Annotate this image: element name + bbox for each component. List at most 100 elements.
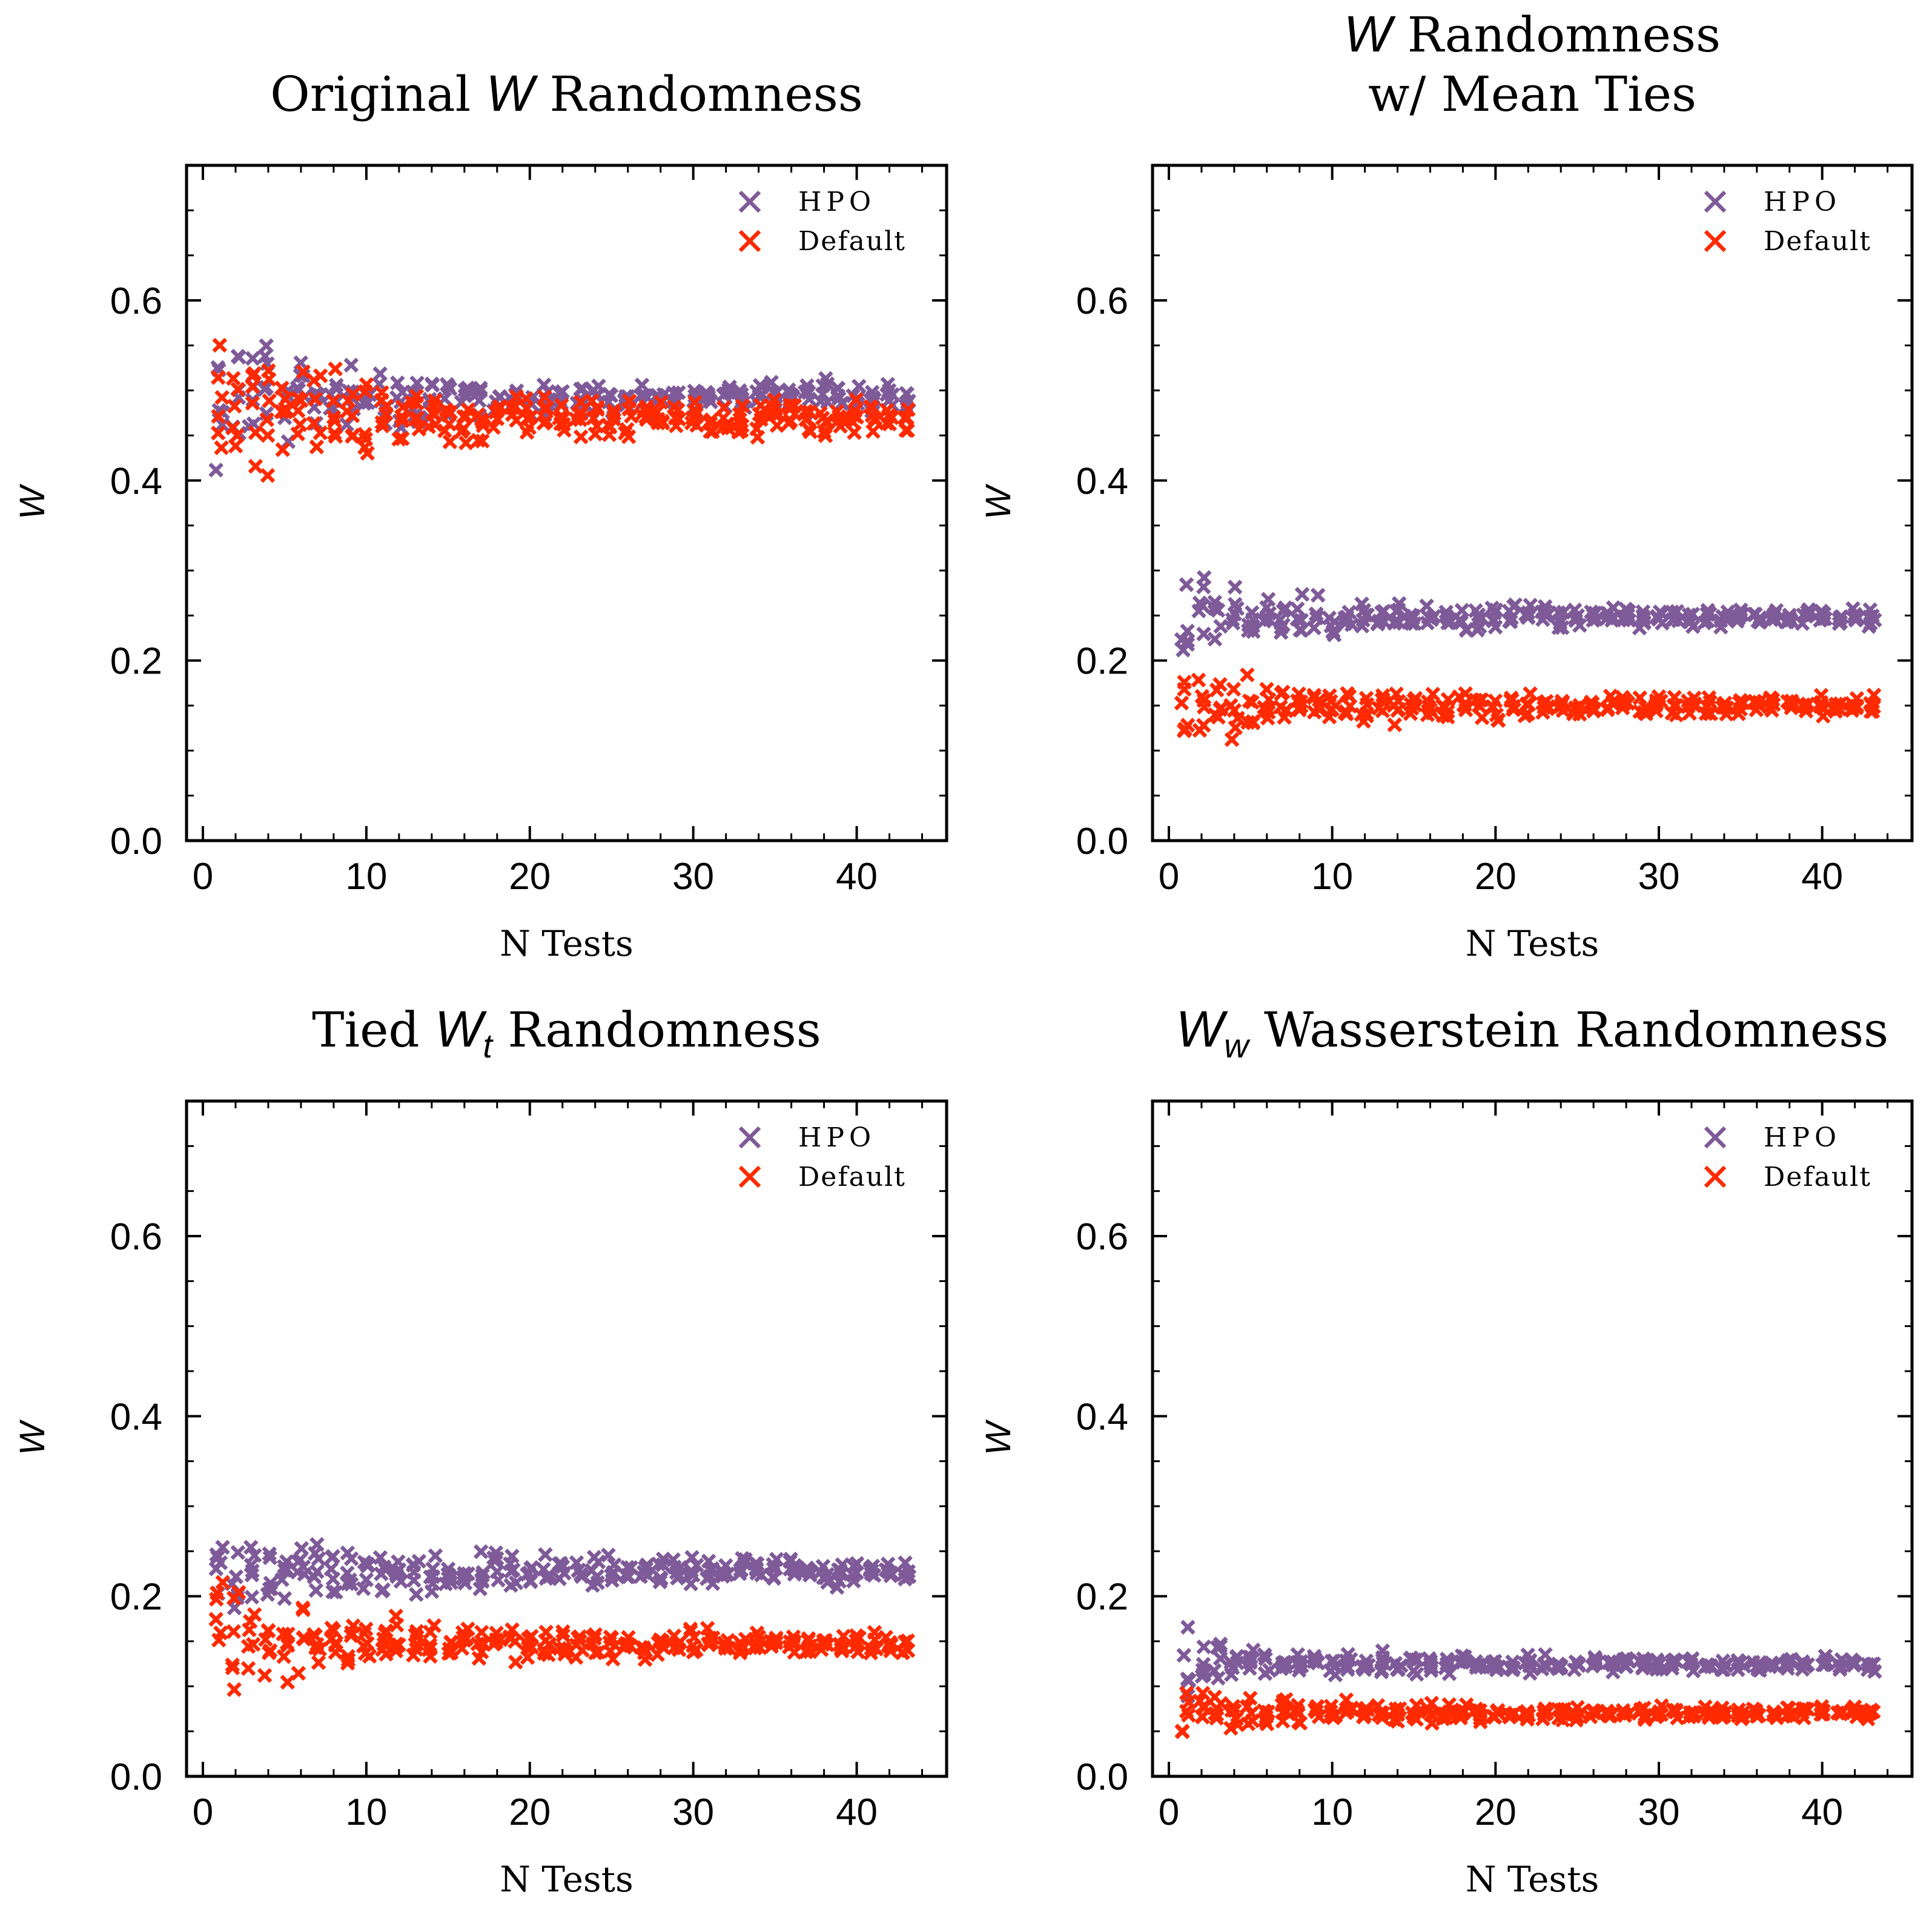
data-point [274, 1572, 289, 1587]
data-point [1501, 603, 1517, 619]
data-point [360, 1558, 376, 1573]
data-point [208, 462, 223, 478]
data-point [1813, 1707, 1828, 1722]
data-point [441, 1567, 457, 1583]
data-point [1816, 701, 1831, 716]
data-point [1615, 690, 1630, 705]
data-point [1799, 604, 1815, 620]
data-point [309, 439, 325, 455]
y-tick-label: 0.2 [1076, 641, 1128, 683]
data-point [1294, 587, 1310, 602]
data-point [261, 372, 277, 387]
data-point [290, 403, 306, 418]
data-point [1605, 1657, 1621, 1673]
axes-frame [1151, 164, 1914, 842]
data-point [686, 1630, 702, 1645]
x-tick-label: 30 [1638, 1791, 1680, 1833]
data-point [899, 410, 915, 426]
data-point [475, 433, 490, 449]
data-point [1569, 609, 1584, 624]
data-point [1752, 610, 1768, 626]
data-point [1240, 667, 1255, 683]
data-point [211, 409, 226, 424]
data-point [439, 377, 455, 392]
data-point [538, 1547, 553, 1563]
y-tick-label: 0.0 [110, 1756, 162, 1798]
data-point [620, 1560, 635, 1575]
data-point [406, 1572, 422, 1588]
data-point [1846, 1658, 1862, 1673]
data-point [1830, 1705, 1846, 1721]
data-point [306, 1569, 322, 1584]
y-tick-label: 0.6 [1076, 280, 1128, 322]
data-point [1289, 601, 1305, 617]
data-point [375, 418, 390, 434]
data-point [1245, 618, 1261, 634]
data-point [586, 410, 601, 426]
data-point [1535, 696, 1551, 711]
data-point [684, 1550, 700, 1565]
data-point [389, 375, 405, 391]
data-point [340, 1576, 355, 1592]
x-axis-label: N Tests [1466, 923, 1600, 964]
data-point [248, 458, 263, 474]
data-point [1225, 615, 1241, 631]
data-point [225, 1660, 240, 1676]
data-point [1290, 1655, 1306, 1670]
data-point [799, 378, 815, 394]
data-point [1734, 606, 1750, 621]
data-point [1390, 1707, 1406, 1722]
x-tick-label: 40 [836, 1791, 878, 1833]
data-point [1650, 1707, 1665, 1722]
legend-label-default: Default [798, 1162, 906, 1193]
data-point [1439, 1656, 1455, 1672]
data-point [1420, 1701, 1435, 1716]
data-point [454, 424, 469, 440]
data-point [379, 1623, 394, 1639]
data-point [1245, 695, 1260, 710]
data-point [297, 1566, 312, 1582]
data-point [1779, 1708, 1795, 1724]
data-point [591, 1644, 606, 1660]
y-tick-label: 0.6 [110, 280, 162, 322]
y-tick-label: 0.6 [110, 1216, 162, 1258]
data-point [358, 384, 373, 399]
data-point [1681, 1654, 1696, 1670]
data-point [211, 1632, 227, 1648]
data-point [1506, 1660, 1521, 1676]
data-point [426, 399, 442, 414]
data-point [830, 413, 846, 429]
data-point [1290, 1704, 1306, 1719]
x-tick-label: 20 [509, 1791, 551, 1833]
data-point [1174, 695, 1189, 711]
data-point [1713, 620, 1729, 635]
data-point [245, 351, 260, 366]
data-point [536, 415, 552, 431]
data-point [1207, 707, 1223, 723]
data-point [537, 1646, 552, 1661]
data-point [1550, 1702, 1566, 1717]
data-point [1209, 1639, 1225, 1655]
data-point [389, 1617, 405, 1633]
data-point [749, 421, 764, 437]
data-point [230, 382, 246, 397]
data-point [1767, 612, 1782, 627]
data-point [1174, 1724, 1190, 1739]
series-hpo [1174, 570, 1882, 658]
y-tick-label: 0.2 [110, 1576, 162, 1618]
data-point [442, 434, 458, 449]
data-point [1229, 1655, 1245, 1670]
series-default [1174, 1685, 1881, 1739]
data-point [313, 368, 328, 383]
data-point [700, 386, 716, 402]
data-point [1636, 1654, 1652, 1670]
ticks [187, 1101, 947, 1778]
data-point [1196, 1639, 1211, 1655]
data-point [1323, 1704, 1338, 1719]
data-point [1294, 623, 1309, 638]
data-point [1376, 695, 1392, 710]
y-axis-label: W [979, 1419, 1018, 1455]
data-point [1226, 703, 1242, 718]
data-point [1309, 610, 1324, 626]
